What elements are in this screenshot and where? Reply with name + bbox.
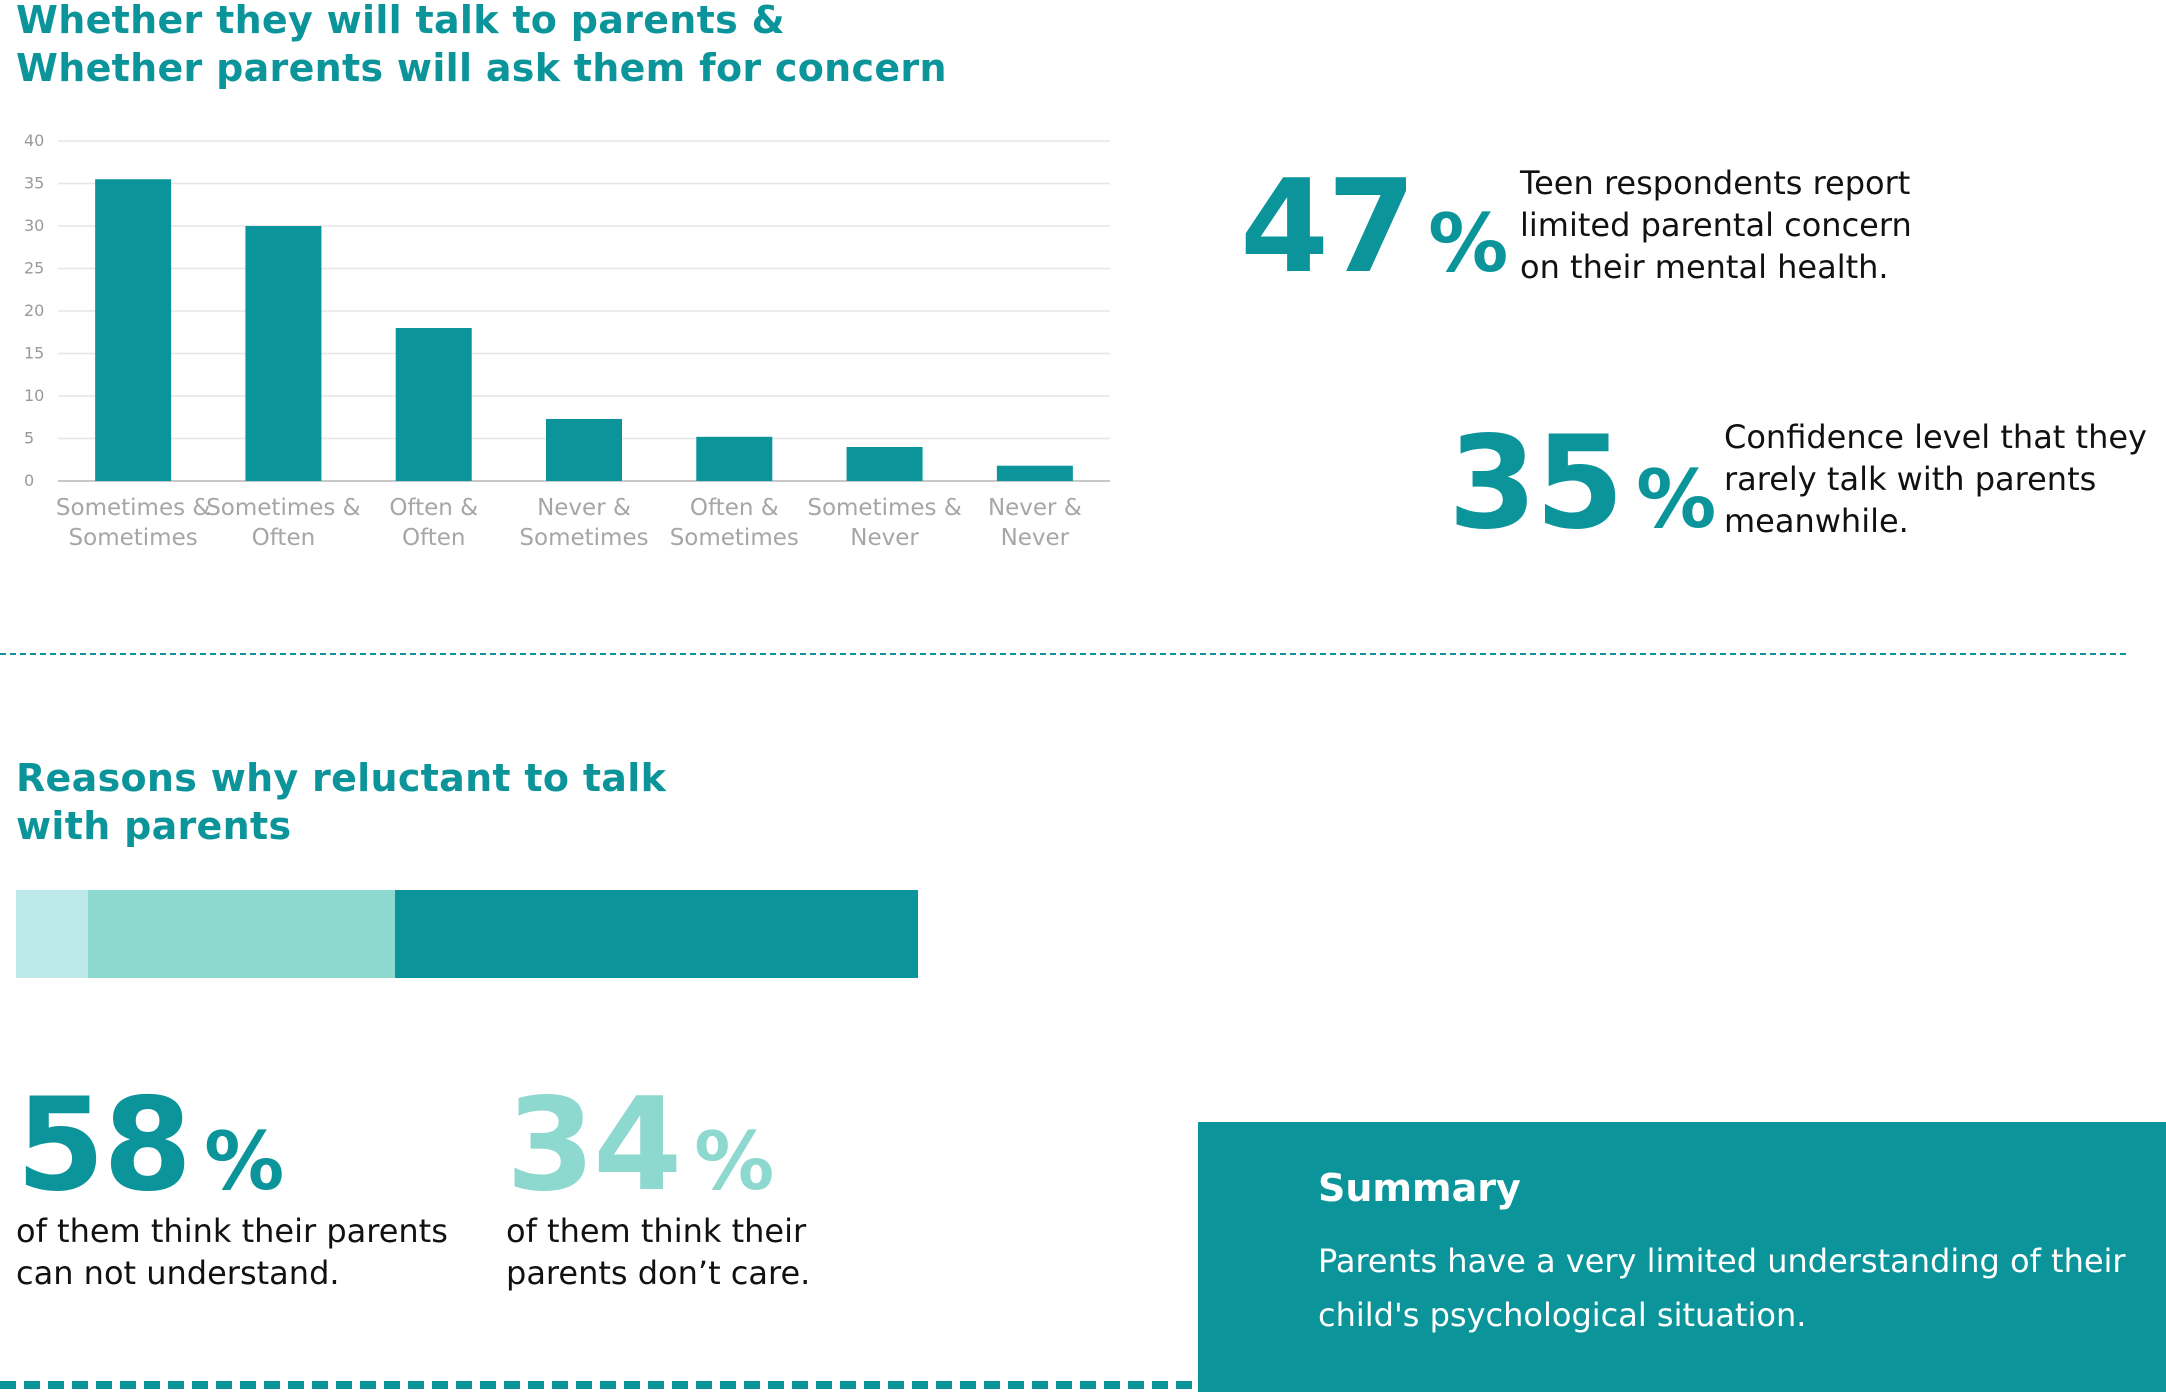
x-tick-label: Often: [402, 525, 466, 551]
summary-line2: child's psychological situation.: [1318, 1296, 1807, 1334]
x-tick-label: Often &: [389, 495, 478, 521]
stat-47-number: 47%: [1240, 164, 1508, 308]
x-tick-label: Sometimes &: [56, 495, 210, 521]
reasons-stacked-bar: [16, 890, 918, 978]
bottom-divider: [0, 1381, 1192, 1389]
x-tick-label: Never &: [537, 495, 631, 521]
stat-35-line1: Confidence level that they: [1724, 418, 2147, 456]
bar: [696, 436, 773, 481]
summary-line1: Parents have a very limited understandin…: [1318, 1242, 2126, 1280]
stat-58-value: 58: [16, 1071, 192, 1220]
chart-title: Whether they will talk to parents & Whet…: [16, 0, 947, 92]
stat-35-value: 35: [1448, 409, 1624, 558]
chart-title-line2: Whether parents will ask them for concer…: [16, 46, 947, 90]
x-tick-label: Sometimes &: [807, 495, 961, 521]
bar: [546, 418, 622, 481]
stat-58-line2: can not understand.: [16, 1254, 340, 1292]
stat-47-percent-sign: %: [1428, 197, 1509, 290]
stat-58-description: of them think their parents can not unde…: [16, 1210, 448, 1294]
stat-35-number: 35%: [1448, 420, 1716, 564]
stacked-bar-segment-1: [16, 890, 89, 978]
reasons-title-line2: with parents: [16, 804, 292, 848]
reasons-title-line1: Reasons why reluctant to talk: [16, 756, 667, 800]
stat-58-number: 58%: [16, 1082, 284, 1226]
y-tick-label: 20: [24, 301, 44, 320]
stat-35-percent-sign: %: [1636, 453, 1717, 546]
x-tick-label: Never: [850, 525, 919, 551]
y-tick-label: 15: [24, 344, 44, 363]
bar-chart: 0 5 10 15 20 25 30 35 40 Sometimes & Sometimes Some…: [24, 131, 1110, 551]
y-tick-label: 40: [24, 131, 44, 150]
x-tick-label: Sometimes: [670, 525, 799, 551]
stacked-bar-segment-3: [394, 890, 918, 978]
bar: [95, 179, 172, 481]
stat-34-percent-sign: %: [694, 1115, 775, 1208]
stacked-bar-segment-2: [88, 890, 395, 978]
stat-58-line1: of them think their parents: [16, 1212, 448, 1250]
x-tick-label: Often: [252, 525, 316, 551]
summary-title: Summary: [1318, 1166, 1521, 1210]
stat-35-line2: rarely talk with parents: [1724, 460, 2097, 498]
y-tick-label: 35: [24, 174, 44, 193]
stat-35-description: Confidence level that they rarely talk w…: [1724, 416, 2147, 542]
stat-47-value: 47: [1240, 153, 1416, 302]
stat-47-description: Teen respondents report limited parental…: [1520, 162, 1912, 288]
y-tick-label: 0: [24, 471, 34, 490]
summary-panel: Summary Parents have a very limited unde…: [1198, 1122, 2166, 1392]
y-tick-label: 30: [24, 216, 44, 235]
stat-34-number: 34%: [506, 1082, 774, 1226]
stat-34-description: of them think their parents don’t care.: [506, 1210, 810, 1294]
stat-58-percent-sign: %: [204, 1115, 285, 1208]
x-tick-label: Sometimes: [69, 525, 198, 551]
stat-47-line1: Teen respondents report: [1520, 164, 1911, 202]
summary-text: Parents have a very limited understandin…: [1318, 1234, 2126, 1342]
stat-47-line3: on their mental health.: [1520, 248, 1889, 286]
stat-34-value: 34: [506, 1071, 682, 1220]
reasons-title: Reasons why reluctant to talk with paren…: [16, 754, 666, 850]
stat-47-line2: limited parental concern: [1520, 206, 1912, 244]
x-tick-label: Sometimes &: [206, 495, 360, 521]
bar: [245, 226, 322, 481]
x-tick-label: Often &: [690, 495, 779, 521]
y-tick-label: 10: [24, 386, 44, 405]
stat-34-line1: of them think their: [506, 1212, 807, 1250]
chart-title-line1: Whether they will talk to parents &: [16, 0, 785, 42]
x-tick-label: Never &: [988, 495, 1082, 521]
bar: [846, 447, 923, 481]
y-tick-label: 5: [24, 429, 34, 448]
bar: [996, 465, 1073, 481]
y-tick-label: 25: [24, 259, 44, 278]
stat-35-line3: meanwhile.: [1724, 502, 1909, 540]
bar: [395, 328, 472, 481]
x-tick-label: Never: [1001, 525, 1070, 551]
x-tick-label: Sometimes: [519, 525, 648, 551]
stat-34-line2: parents don’t care.: [506, 1254, 811, 1292]
section-divider: [0, 653, 2126, 655]
